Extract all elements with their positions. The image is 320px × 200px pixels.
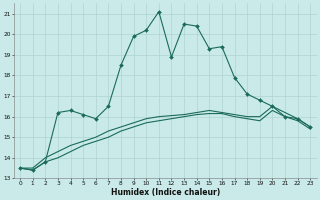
X-axis label: Humidex (Indice chaleur): Humidex (Indice chaleur) bbox=[110, 188, 220, 197]
